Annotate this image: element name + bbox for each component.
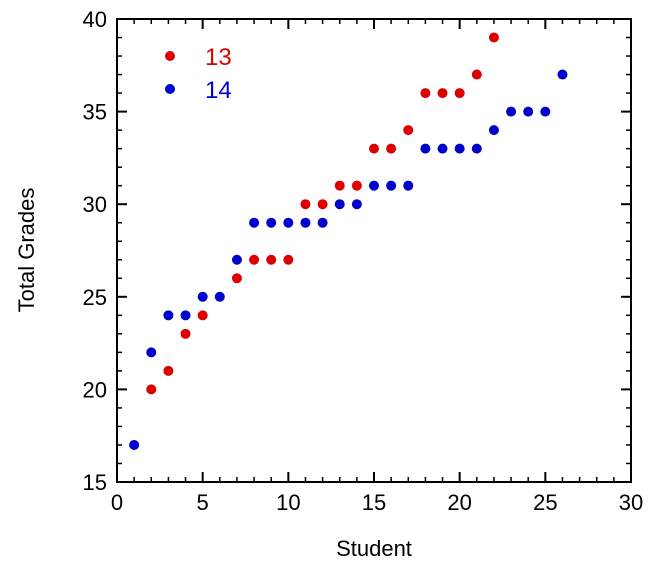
data-point bbox=[334, 199, 345, 210]
data-point bbox=[249, 254, 260, 265]
x-tick-label: 25 bbox=[533, 490, 557, 515]
data-point bbox=[454, 88, 465, 99]
data-point bbox=[129, 439, 140, 450]
data-points bbox=[129, 32, 568, 450]
x-axis-title: Student bbox=[336, 536, 412, 561]
data-point bbox=[557, 69, 568, 80]
x-tick-label: 15 bbox=[362, 490, 386, 515]
data-point bbox=[317, 199, 328, 210]
data-point bbox=[334, 180, 345, 191]
data-point bbox=[300, 199, 311, 210]
data-point bbox=[197, 310, 208, 321]
y-tick-label: 35 bbox=[83, 100, 107, 125]
x-tick-label: 0 bbox=[111, 490, 123, 515]
data-point bbox=[403, 125, 414, 136]
data-point bbox=[471, 69, 482, 80]
data-point bbox=[386, 180, 397, 191]
data-point bbox=[283, 254, 294, 265]
y-tick-labels: 15 20 25 30 35 40 bbox=[83, 7, 107, 495]
legend-label: 13 bbox=[205, 44, 232, 71]
data-point bbox=[506, 106, 517, 117]
data-point bbox=[249, 217, 260, 228]
data-point bbox=[437, 88, 448, 99]
data-point bbox=[488, 125, 499, 136]
series-13 bbox=[146, 32, 499, 395]
data-point bbox=[351, 199, 362, 210]
data-point bbox=[283, 217, 294, 228]
series-14 bbox=[129, 69, 568, 450]
data-point bbox=[180, 328, 191, 339]
data-point bbox=[523, 106, 534, 117]
major-ticks bbox=[116, 18, 632, 483]
x-tick-label: 20 bbox=[447, 490, 471, 515]
data-point bbox=[180, 310, 191, 321]
data-point bbox=[420, 88, 431, 99]
data-point bbox=[231, 273, 242, 284]
minor-ticks bbox=[117, 19, 631, 482]
plot-frame bbox=[116, 18, 632, 483]
y-tick-label: 15 bbox=[83, 470, 107, 495]
data-point bbox=[351, 180, 362, 191]
data-point bbox=[266, 217, 277, 228]
legend-marker bbox=[165, 84, 175, 94]
y-tick-label: 25 bbox=[83, 285, 107, 310]
data-point bbox=[266, 254, 277, 265]
data-point bbox=[369, 143, 379, 154]
data-point bbox=[163, 310, 174, 321]
data-point bbox=[214, 291, 225, 302]
legend-marker bbox=[165, 51, 175, 61]
data-point bbox=[386, 143, 397, 154]
data-point bbox=[488, 32, 499, 43]
x-tick-labels: 0 5 10 15 20 25 30 bbox=[111, 490, 643, 515]
y-tick-label: 40 bbox=[83, 7, 107, 32]
data-point bbox=[300, 217, 311, 228]
data-point bbox=[403, 180, 414, 191]
y-axis-title: Total Grades bbox=[14, 188, 39, 313]
y-tick-label: 30 bbox=[83, 192, 107, 217]
x-tick-label: 10 bbox=[276, 490, 300, 515]
data-point bbox=[420, 143, 431, 154]
data-point bbox=[231, 254, 242, 265]
data-point bbox=[163, 365, 174, 376]
y-tick-label: 20 bbox=[83, 377, 107, 402]
x-tick-label: 5 bbox=[197, 490, 209, 515]
data-point bbox=[540, 106, 551, 117]
data-point bbox=[146, 384, 157, 395]
data-point bbox=[317, 217, 328, 228]
data-point bbox=[146, 347, 157, 358]
data-point bbox=[471, 143, 482, 154]
data-point bbox=[197, 291, 208, 302]
data-point bbox=[369, 180, 379, 191]
x-tick-label: 30 bbox=[619, 490, 643, 515]
data-point bbox=[454, 143, 465, 154]
legend-label: 14 bbox=[205, 77, 232, 104]
data-point bbox=[437, 143, 448, 154]
